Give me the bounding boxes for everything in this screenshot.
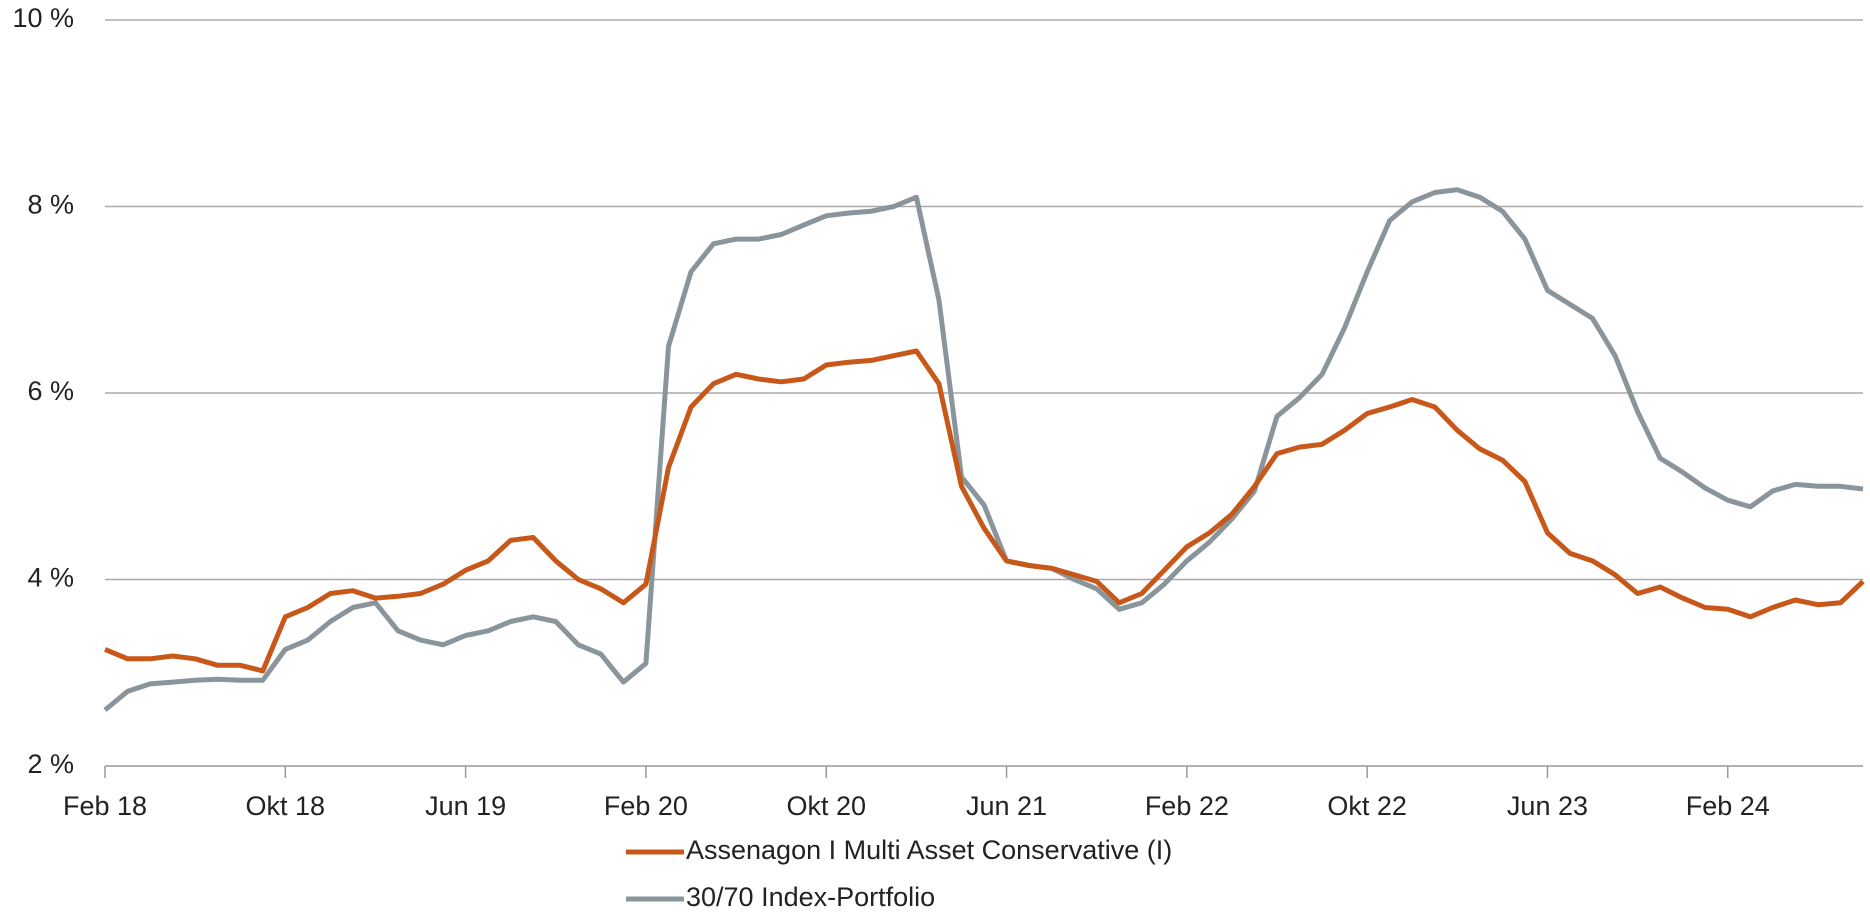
legend-label: Assenagon I Multi Asset Conservative (I) [686, 835, 1172, 865]
x-tick-label: Okt 20 [786, 791, 866, 821]
x-tick-label: Feb 18 [63, 791, 147, 821]
x-tick-label: Feb 20 [604, 791, 688, 821]
series-line [104, 348, 1865, 674]
y-tick-label: 4 % [27, 563, 74, 593]
y-tick-label: 10 % [12, 3, 74, 33]
x-tick-label: Okt 22 [1327, 791, 1407, 821]
x-tick-label: Jun 23 [1507, 791, 1588, 821]
legend-label: 30/70 Index-Portfolio [686, 882, 935, 912]
series-line [103, 187, 1864, 712]
y-tick-label: 8 % [27, 190, 74, 220]
x-tick-label: Okt 18 [246, 791, 326, 821]
y-tick-label: 6 % [27, 376, 74, 406]
y-tick-label: 2 % [27, 749, 74, 779]
x-tick-label: Jun 21 [966, 791, 1047, 821]
x-tick-label: Jun 19 [425, 791, 506, 821]
x-tick-label: Feb 22 [1145, 791, 1229, 821]
x-tick-label: Feb 24 [1686, 791, 1770, 821]
